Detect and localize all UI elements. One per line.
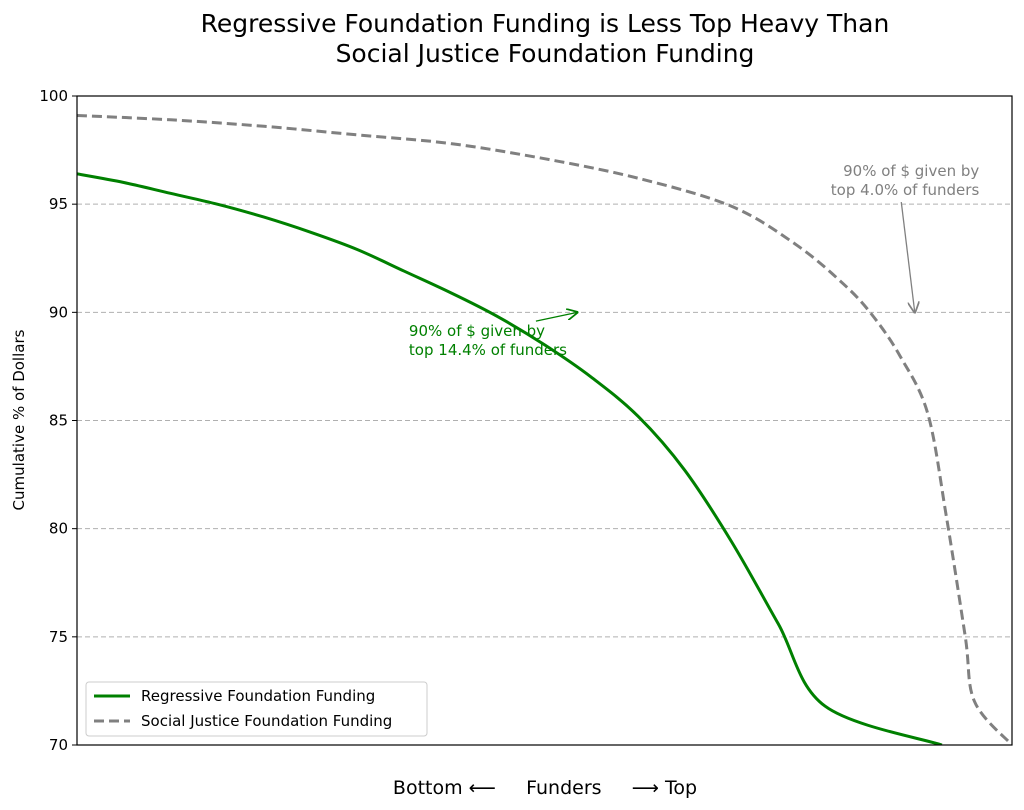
y-axis-label: Cumulative % of Dollars — [10, 329, 28, 510]
annotation-arrow — [900, 201, 914, 312]
annotations: 90% of $ given by top 14.4% of funders 90%… — [409, 162, 980, 359]
y-tick-label: 100 — [39, 87, 68, 105]
legend-label: Regressive Foundation Funding — [141, 687, 375, 705]
series-line — [77, 114, 1012, 745]
y-axis-ticks: 70 75 80 85 90 95 100 — [39, 87, 77, 754]
y-tick-label: 75 — [49, 628, 68, 646]
chart-title-line: Social Justice Foundation Funding — [336, 39, 755, 68]
legend-label: Social Justice Foundation Funding — [141, 712, 392, 730]
y-tick-label: 85 — [49, 412, 68, 430]
y-gridlines — [77, 203, 1012, 638]
y-tick-label: 80 — [49, 520, 68, 538]
annotation-arrow — [535, 312, 577, 322]
series-lines — [77, 114, 1012, 745]
y-tick-label: 90 — [49, 303, 68, 321]
chart-title-line: Regressive Foundation Funding is Less To… — [201, 9, 890, 38]
x-axis-label: Bottom ⟵ Funders ⟶ Top — [393, 777, 697, 799]
y-tick-label: 95 — [49, 195, 68, 213]
legend-box — [85, 681, 428, 737]
chart-title: Regressive Foundation Funding is Less To… — [201, 9, 890, 68]
annotation-text: 90% of $ given by top 14.4% of funders — [409, 322, 567, 359]
series-line — [77, 172, 943, 745]
annotation-text: 90% of $ given by top 4.0% of funders — [831, 162, 980, 199]
legend: Regressive Foundation Funding Social Just… — [85, 681, 428, 737]
y-tick-label: 70 — [49, 736, 68, 754]
